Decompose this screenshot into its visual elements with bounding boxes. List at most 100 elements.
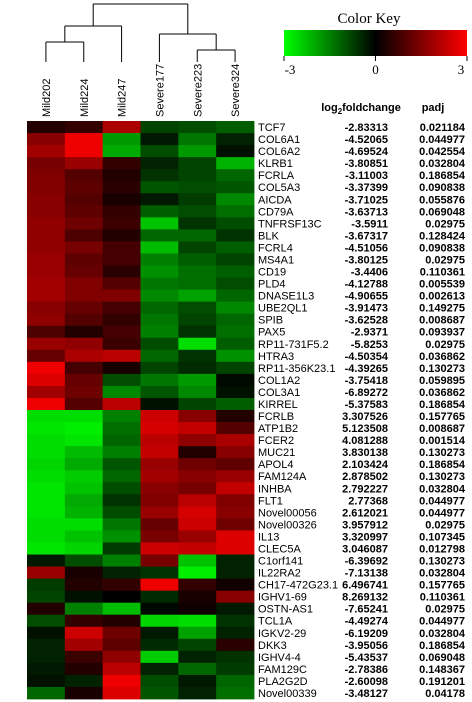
- heatmap-cell: [102, 434, 141, 447]
- heatmap-cell: [216, 518, 255, 531]
- row-gene-label: HTRA3: [258, 351, 294, 363]
- heatmap-cell: [216, 410, 255, 423]
- heatmap-cell: [64, 602, 104, 616]
- heatmap-cell: [102, 446, 141, 459]
- heatmap-cell: [140, 458, 179, 471]
- row-fold-change: 2.77368: [348, 495, 388, 507]
- heatmap-cell: [102, 361, 141, 375]
- row-padj: 0.130273: [419, 447, 465, 459]
- row-fold-change: -3.5911: [351, 218, 388, 230]
- row-gene-label: COL6A1: [258, 134, 300, 146]
- row-fold-change: -4.12788: [345, 279, 388, 291]
- heatmap-cell: [140, 422, 179, 435]
- heatmap-cell: [64, 349, 104, 363]
- heatmap-cell: [27, 241, 66, 254]
- row-padj: 0.130273: [419, 363, 465, 375]
- row-fold-change: 2.792227: [342, 483, 388, 495]
- row-padj: 0.036862: [419, 351, 465, 363]
- row-gene-label: Novel00056: [258, 507, 317, 519]
- heatmap-cell: [64, 650, 104, 664]
- row-gene-label: FCRLA: [258, 170, 295, 182]
- row-fold-change: -4.51056: [345, 242, 388, 254]
- heatmap-cell: [140, 241, 179, 254]
- heatmap-cell: [216, 385, 255, 399]
- heatmap-cell: [27, 313, 66, 327]
- heatmap-cell: [27, 506, 66, 519]
- heatmap-cell: [27, 674, 66, 688]
- row-fold-change: -3.48127: [345, 688, 388, 700]
- heatmap-cell: [178, 205, 217, 218]
- column-labels: Mild202 Mild224 Mild247 Severe177 Severe223 S…: [41, 64, 242, 117]
- row-gene-label: PLA2G2D: [258, 676, 308, 688]
- row-padj: 0.107345: [419, 531, 465, 543]
- heatmap-cell: [216, 530, 255, 543]
- heatmap-cell: [27, 145, 66, 158]
- row-gene-label: TNFRSF13C: [258, 218, 322, 230]
- heatmap-cell: [140, 133, 179, 146]
- row-annotations: TCF7 -2.83313 0.021184 COL6A1 -4.52065 0.0449…: [258, 122, 466, 700]
- heatmap-cell: [216, 205, 255, 218]
- heatmap-cell: [178, 470, 217, 483]
- heatmap-cell: [27, 434, 66, 447]
- row-fold-change: -3.71025: [345, 194, 388, 206]
- row-padj: 0.148367: [419, 664, 465, 676]
- row-fold-change: 2.103424: [342, 459, 389, 471]
- heatmap-cell: [102, 542, 141, 555]
- heatmap-cell: [216, 121, 255, 134]
- color-key-gradient: [284, 30, 467, 56]
- heatmap-cell: [178, 506, 217, 519]
- heatmap-cell: [64, 482, 104, 495]
- heatmap-cell: [64, 397, 104, 411]
- heatmap-cell: [27, 385, 66, 399]
- heatmap-cell: [102, 518, 141, 531]
- heatmap-cell: [64, 506, 104, 519]
- heatmap-cell: [216, 133, 255, 146]
- heatmap-cell: [102, 566, 141, 579]
- row-fold-change: -3.80125: [345, 254, 388, 266]
- heatmap-cell: [64, 530, 104, 543]
- heatmap-cell: [216, 494, 255, 507]
- heatmap-cell: [64, 277, 104, 290]
- heatmap-cell: [140, 373, 179, 387]
- heatmap-cell: [140, 253, 179, 266]
- row-gene-label: MS4A1: [258, 254, 294, 266]
- heatmap-cell: [102, 422, 141, 435]
- heatmap-cell: [178, 157, 217, 170]
- heatmap-cell: [64, 410, 104, 423]
- heatmap-cell: [64, 686, 104, 700]
- heatmap-cell: [102, 253, 141, 266]
- heatmap-cell: [64, 578, 104, 592]
- row-gene-label: CH17-472G23.1: [258, 580, 338, 592]
- row-gene-label: KLRB1: [258, 158, 293, 170]
- heatmap-cell: [27, 566, 66, 579]
- heatmap-cell: [102, 313, 141, 327]
- row-padj: 0.044977: [419, 134, 465, 146]
- row-padj: 0.157765: [419, 580, 465, 592]
- heatmap-cell: [216, 397, 255, 411]
- row-gene-label: Novel00339: [258, 688, 317, 700]
- heatmap-cell: [216, 434, 255, 447]
- heatmap-cell: [216, 313, 255, 327]
- heatmap-cell: [216, 578, 255, 592]
- row-fold-change: -5.37583: [345, 399, 388, 411]
- heatmap-cell: [216, 446, 255, 459]
- heatmap-cell: [216, 470, 255, 483]
- heatmap-cell: [64, 133, 104, 146]
- heatmap-cell: [140, 157, 179, 170]
- heatmap-cell: [27, 289, 66, 303]
- row-gene-label: COL6A2: [258, 146, 300, 158]
- heatmap-cell: [140, 674, 179, 688]
- heatmap-cell: [102, 133, 141, 146]
- heatmap-cell: [27, 638, 66, 652]
- row-gene-label: MUC21: [258, 447, 295, 459]
- heatmap-cell: [27, 554, 66, 567]
- heatmap-cell: [64, 301, 104, 315]
- heatmap-cell: [64, 422, 104, 435]
- heatmap-cell: [64, 217, 104, 230]
- heatmap-cell: [27, 253, 66, 266]
- heatmap-cell: [102, 397, 141, 411]
- heatmap-cell: [140, 650, 179, 664]
- row-fold-change: -3.11003: [345, 170, 388, 182]
- heatmap-cell: [178, 145, 217, 158]
- heatmap-cell: [178, 650, 217, 664]
